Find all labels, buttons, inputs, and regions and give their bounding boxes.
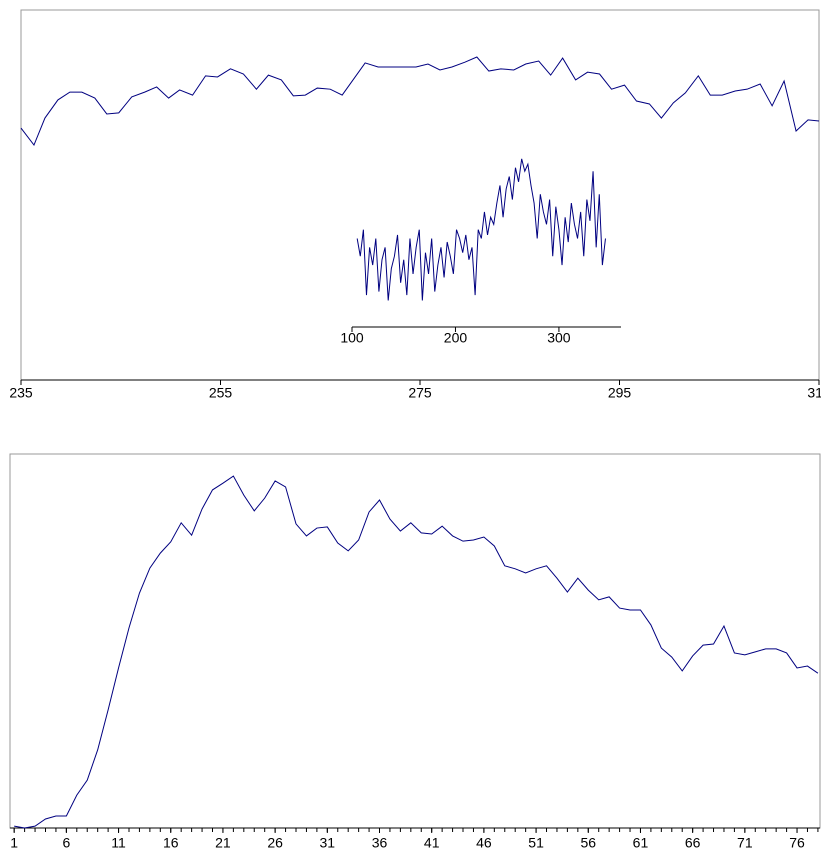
data-line bbox=[20, 56, 820, 147]
x-tick-label: 1 bbox=[10, 835, 18, 851]
x-tick-label: 41 bbox=[424, 835, 440, 851]
x-tick-label: 6 bbox=[62, 835, 70, 851]
x-tick-label: 315 bbox=[807, 385, 821, 401]
x-tick-label: 300 bbox=[547, 330, 571, 346]
x-tick-label: 61 bbox=[633, 835, 649, 851]
x-tick-label: 36 bbox=[372, 835, 388, 851]
x-tick-label: 51 bbox=[528, 835, 544, 851]
x-tick-label: 71 bbox=[737, 835, 753, 851]
x-tick-label: 100 bbox=[340, 330, 364, 346]
x-tick-label: 255 bbox=[209, 385, 233, 401]
data-line bbox=[356, 158, 606, 301]
x-tick-label: 21 bbox=[215, 835, 231, 851]
x-tick-label: 46 bbox=[476, 835, 492, 851]
x-tick-label: 56 bbox=[580, 835, 596, 851]
x-tick-label: 11 bbox=[111, 835, 126, 851]
x-tick-label: 26 bbox=[267, 835, 283, 851]
x-tick-label: 275 bbox=[408, 385, 432, 401]
x-tick-label: 66 bbox=[685, 835, 701, 851]
x-tick-label: 31 bbox=[320, 835, 336, 851]
x-tick-label: 76 bbox=[789, 835, 805, 851]
x-tick-label: 295 bbox=[608, 385, 632, 401]
data-line bbox=[14, 475, 819, 829]
x-tick-label: 16 bbox=[163, 835, 179, 851]
x-tick-label: 200 bbox=[444, 330, 468, 346]
chart-frame bbox=[9, 453, 821, 829]
x-tick-label: 235 bbox=[9, 385, 33, 401]
